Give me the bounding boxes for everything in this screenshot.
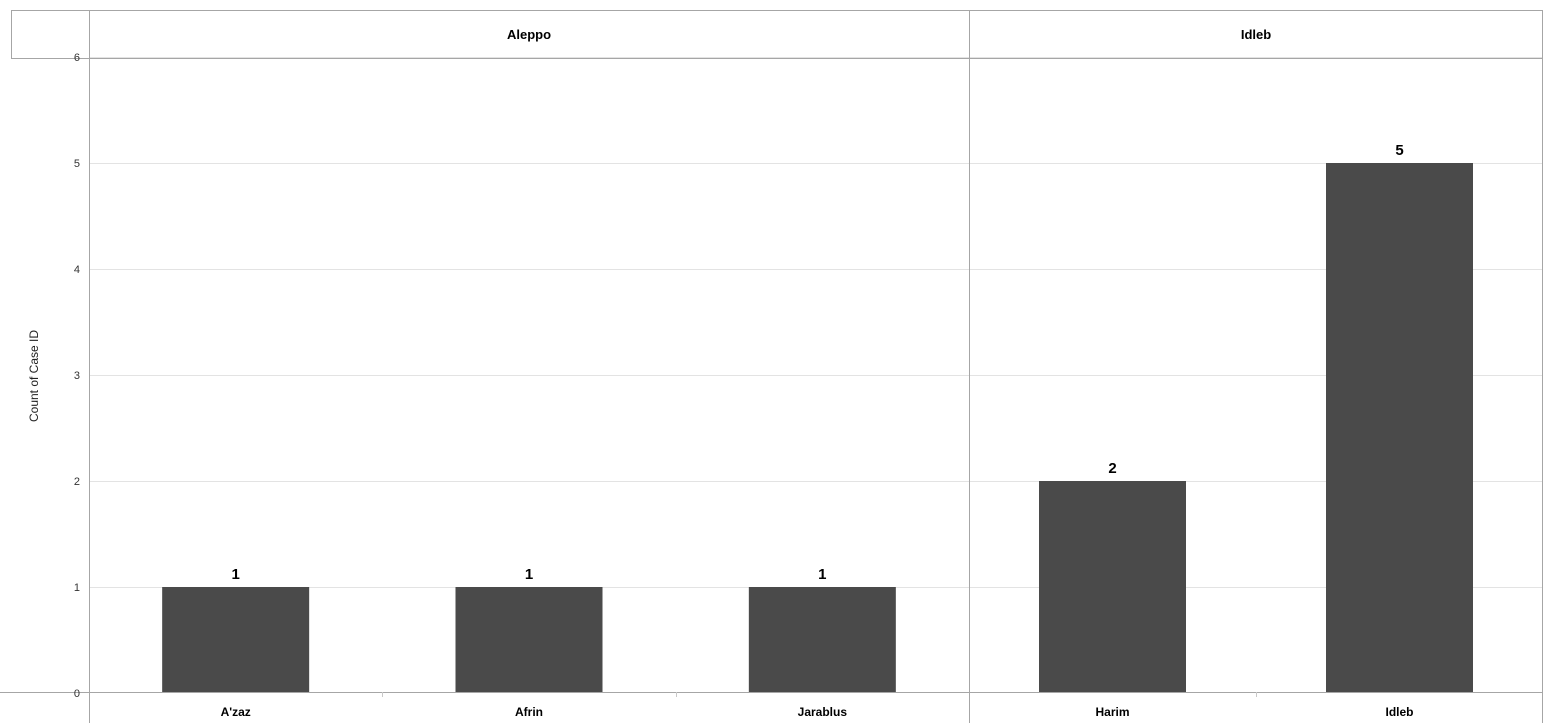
x-tick-label: Harim: [1095, 705, 1129, 719]
y-tick-label: 4: [74, 264, 80, 276]
data-label: 1: [525, 566, 533, 583]
bar: [162, 587, 310, 692]
data-label: 1: [231, 566, 239, 583]
bar: [1326, 163, 1473, 692]
gridlines: [90, 57, 1542, 588]
y-tick-label: 6: [74, 52, 80, 64]
data-label: 2: [1108, 460, 1116, 477]
y-tick-label: 5: [74, 158, 80, 170]
bar: [455, 587, 603, 692]
panels: Aleppo1A'zaz1Afrin1JarablusIdleb2Harim5I…: [162, 27, 1473, 719]
panel-label: Idleb: [1241, 27, 1271, 42]
x-tick-label: Jarablus: [798, 705, 848, 719]
bar: [748, 587, 896, 692]
x-tick-label: A'zaz: [221, 705, 251, 719]
x-tick-label: Afrin: [515, 705, 543, 719]
x-tick-label: Idleb: [1385, 705, 1413, 719]
y-tick-label: 3: [74, 370, 80, 382]
y-axis-ticks: 0 1 2 3 4 5 6: [74, 52, 80, 700]
y-axis-title: Count of Case ID: [27, 330, 41, 422]
data-label: 1: [818, 566, 826, 583]
y-tick-label: 1: [74, 582, 80, 594]
panel-label: Aleppo: [507, 27, 551, 42]
y-tick-label: 0: [74, 688, 80, 700]
bar: [1039, 481, 1186, 692]
panel: Idleb 2 Harim 5 Idleb: [1039, 27, 1473, 719]
data-label: 5: [1395, 142, 1403, 159]
y-tick-label: 2: [74, 476, 80, 488]
panel: Aleppo 1 A'zaz 1 Afrin 1 Jarablus: [162, 27, 896, 719]
